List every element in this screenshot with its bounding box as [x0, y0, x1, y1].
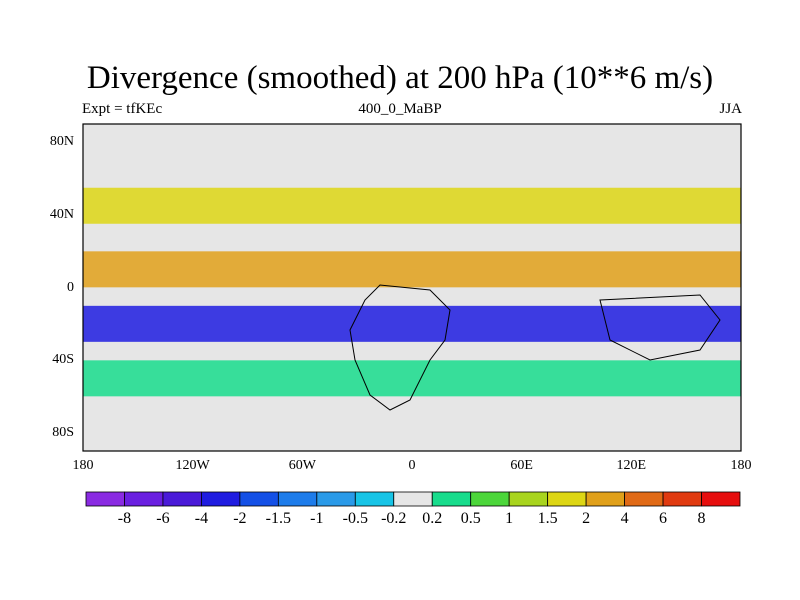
divergence-field	[83, 187, 741, 397]
colorbar-box	[277, 491, 318, 507]
y-tick-label: 0	[67, 279, 74, 295]
colorbar-label: 0.5	[460, 510, 481, 527]
colorbar-box	[393, 491, 433, 507]
colorbar-label: -1	[310, 510, 324, 527]
colorbar-label: 1.5	[537, 510, 558, 527]
colorbar-box	[508, 491, 549, 507]
field-band-3	[83, 360, 741, 397]
colorbar-box	[431, 491, 472, 507]
colorbar-box	[316, 491, 356, 507]
colorbar-box	[662, 491, 702, 507]
colorbar-box	[354, 491, 395, 507]
coastline	[349, 284, 721, 411]
y-tick-label: 40S	[52, 352, 74, 368]
y-tick-label: 80N	[49, 134, 74, 150]
y-tick-label: 40N	[49, 206, 74, 222]
season-label: JJA	[719, 101, 742, 117]
colorbar-box	[547, 491, 587, 507]
x-tick-label: 120W	[175, 458, 210, 473]
colorbar-label: 0.2	[422, 510, 443, 527]
x-tick-label: 180	[730, 458, 752, 473]
x-tick-label: 60W	[288, 458, 316, 473]
colorbar-box	[470, 491, 510, 507]
colorbar-box	[201, 491, 241, 507]
field-band-0	[83, 187, 741, 224]
colorbar-label: -8	[117, 510, 132, 527]
time-label: 400_0_MaBP	[358, 101, 442, 117]
x-tick-label: 0	[408, 458, 416, 473]
plot-frame	[82, 123, 742, 452]
colorbar-box	[701, 491, 741, 507]
colorbar-box	[124, 491, 164, 507]
colorbar-label: -4	[194, 510, 209, 527]
x-tick-label: 60E	[510, 458, 533, 473]
field-band-1	[83, 251, 741, 288]
colorbar-box	[624, 491, 664, 507]
colorbar-label: 8	[697, 510, 706, 527]
colorbar-label: -2	[233, 510, 247, 527]
x-tick-label: 120E	[616, 458, 647, 473]
colorbar-label: 6	[659, 510, 668, 527]
y-tick-label: 80S	[52, 424, 74, 440]
colorbar-label: -1.5	[265, 510, 291, 527]
chart-title: Divergence (smoothed) at 200 hPa (10**6 …	[86, 60, 714, 96]
colorbar-label: -0.2	[381, 510, 407, 527]
colorbar-box	[85, 491, 125, 507]
colorbar-label: 4	[620, 510, 629, 527]
colorbar-label: 1	[505, 510, 514, 527]
colorbar-label: -6	[156, 510, 170, 527]
colorbar-box	[239, 491, 279, 507]
colorbar-box	[585, 491, 625, 507]
coastline-path	[349, 284, 721, 411]
colorbar-label: 2	[582, 510, 591, 527]
experiment-label: Expt = tfKEc	[82, 101, 163, 117]
x-tick-label: 180	[72, 458, 94, 473]
colorbar-box	[162, 491, 202, 507]
colorbar-label: -0.5	[342, 510, 368, 527]
field-band-2	[83, 305, 741, 342]
